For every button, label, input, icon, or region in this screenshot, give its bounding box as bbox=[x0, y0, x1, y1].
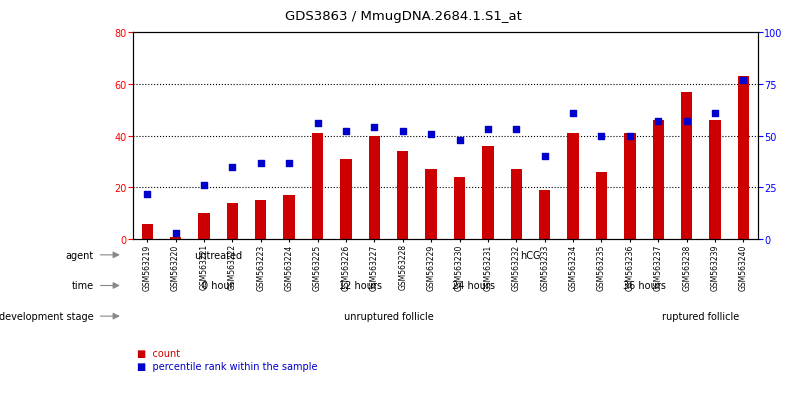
Point bbox=[652, 119, 665, 125]
Text: time: time bbox=[72, 281, 94, 291]
Bar bbox=[681, 93, 692, 240]
Bar bbox=[284, 196, 295, 240]
Point bbox=[453, 137, 466, 144]
Point bbox=[141, 191, 154, 197]
Bar bbox=[170, 237, 181, 240]
Bar bbox=[596, 173, 607, 240]
Point bbox=[595, 133, 608, 140]
Text: ruptured follicle: ruptured follicle bbox=[663, 311, 739, 321]
Point bbox=[567, 110, 580, 117]
Text: 36 hours: 36 hours bbox=[622, 281, 666, 291]
Bar bbox=[567, 134, 579, 240]
Point bbox=[368, 125, 380, 131]
Text: untreated: untreated bbox=[194, 250, 243, 260]
Point bbox=[169, 230, 182, 237]
Point bbox=[737, 77, 750, 84]
Point bbox=[255, 160, 268, 166]
Point bbox=[283, 160, 296, 166]
Point bbox=[623, 133, 636, 140]
Point bbox=[197, 183, 210, 189]
Bar bbox=[368, 136, 380, 240]
Point bbox=[311, 121, 324, 127]
Text: 0 hour: 0 hour bbox=[202, 281, 234, 291]
Point bbox=[226, 164, 239, 171]
Bar bbox=[426, 170, 437, 240]
Text: ■  percentile rank within the sample: ■ percentile rank within the sample bbox=[137, 361, 318, 371]
Point bbox=[397, 129, 409, 135]
Bar bbox=[482, 147, 493, 240]
Point bbox=[680, 119, 693, 125]
Text: 12 hours: 12 hours bbox=[339, 281, 381, 291]
Bar bbox=[653, 121, 664, 240]
Text: hCG: hCG bbox=[520, 250, 541, 260]
Bar bbox=[312, 134, 323, 240]
Bar bbox=[539, 190, 550, 240]
Bar bbox=[511, 170, 522, 240]
Bar bbox=[624, 134, 636, 240]
Point bbox=[538, 154, 551, 160]
Text: development stage: development stage bbox=[0, 311, 94, 321]
Point bbox=[708, 110, 721, 117]
Point bbox=[510, 127, 523, 133]
Text: agent: agent bbox=[66, 250, 94, 260]
Bar bbox=[142, 224, 153, 240]
Text: GDS3863 / MmugDNA.2684.1.S1_at: GDS3863 / MmugDNA.2684.1.S1_at bbox=[285, 10, 521, 23]
Bar bbox=[226, 204, 238, 240]
Bar bbox=[255, 201, 267, 240]
Text: unruptured follicle: unruptured follicle bbox=[343, 311, 434, 321]
Point bbox=[425, 131, 438, 138]
Bar bbox=[709, 121, 721, 240]
Point bbox=[481, 127, 494, 133]
Bar bbox=[737, 77, 749, 240]
Bar bbox=[397, 152, 409, 240]
Text: ■  count: ■ count bbox=[137, 349, 181, 358]
Point bbox=[339, 129, 352, 135]
Text: 24 hours: 24 hours bbox=[452, 281, 495, 291]
Bar bbox=[198, 214, 210, 240]
Bar bbox=[454, 178, 465, 240]
Bar bbox=[340, 159, 351, 240]
